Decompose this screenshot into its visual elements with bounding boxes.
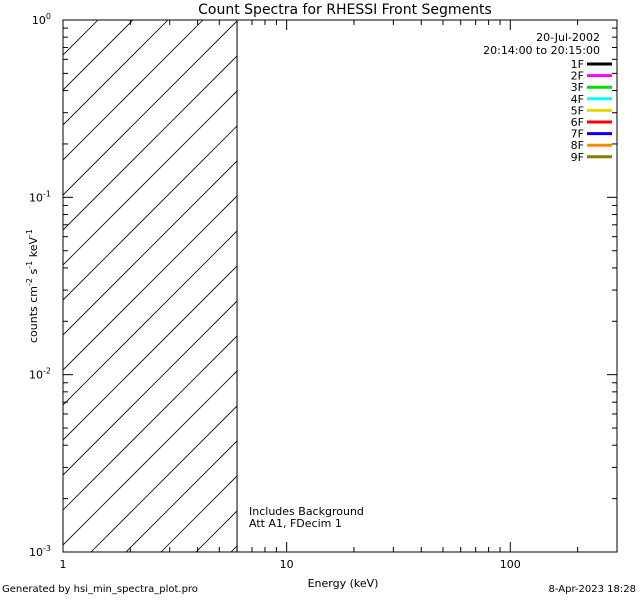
hatch-line	[63, 230, 238, 406]
time-info: 20-Jul-2002 20:14:00 to 20:15:00	[483, 31, 600, 57]
attenuator-hatch-region	[63, 20, 238, 552]
hatch-line	[160, 475, 238, 552]
legend-label-2F: 2F	[571, 70, 584, 83]
hatch-line	[63, 195, 238, 371]
hatch-line	[63, 20, 238, 196]
legend-label-4F: 4F	[571, 93, 584, 106]
hatch-line	[63, 370, 238, 546]
hatch-line	[63, 20, 204, 161]
chart-title: Count Spectra for RHESSI Front Segments	[198, 2, 492, 18]
hatch-line	[63, 300, 238, 476]
hatch-line	[63, 160, 238, 336]
hatch-line	[63, 20, 169, 126]
x-axis: 1 10 100	[60, 20, 618, 571]
legend-label-7F: 7F	[571, 128, 584, 141]
y-axis-label: counts cm-2 s-1 keV-1	[25, 229, 40, 343]
legend-label-8F: 8F	[571, 139, 584, 152]
legend-label-3F: 3F	[571, 81, 584, 94]
hatch-line	[63, 335, 238, 511]
legend-label-1F: 1F	[571, 58, 584, 71]
hatch-line	[63, 20, 99, 56]
hatch-line	[63, 55, 238, 231]
y-axis: 100 10-1 10-2 10-3	[29, 12, 617, 559]
annotations: Includes Background Att A1, FDecim 1	[249, 505, 364, 530]
legend-label-9F: 9F	[571, 151, 584, 164]
date-text: 20-Jul-2002	[536, 31, 600, 44]
timestamp-text: 8-Apr-2023 18:28	[548, 584, 636, 595]
time-range-text: 20:14:00 to 20:15:00	[483, 44, 600, 57]
y-tick-label: 10-1	[29, 189, 51, 204]
annotation-background: Includes Background	[249, 505, 364, 518]
hatch-line	[63, 90, 238, 266]
x-tick-label: 10	[280, 558, 294, 571]
legend-label-5F: 5F	[571, 104, 584, 117]
plot-frame	[62, 19, 618, 553]
y-tick-label: 10-2	[29, 367, 51, 382]
hatch-line	[125, 440, 238, 552]
y-tick-label: 100	[32, 12, 51, 27]
x-tick-label: 100	[500, 558, 521, 571]
hatch-line	[63, 20, 134, 91]
x-tick-label: 1	[60, 558, 67, 571]
annotation-attenuator: Att A1, FDecim 1	[249, 517, 342, 530]
legend-label-6F: 6F	[571, 116, 584, 129]
generated-by-text: Generated by hsi_min_spectra_plot.pro	[2, 584, 198, 595]
hatch-line	[90, 405, 238, 552]
x-axis-label: Energy (keV)	[308, 577, 379, 590]
hatch-line	[63, 125, 238, 301]
hatch-line	[63, 265, 238, 441]
y-tick-label: 10-3	[29, 544, 51, 559]
